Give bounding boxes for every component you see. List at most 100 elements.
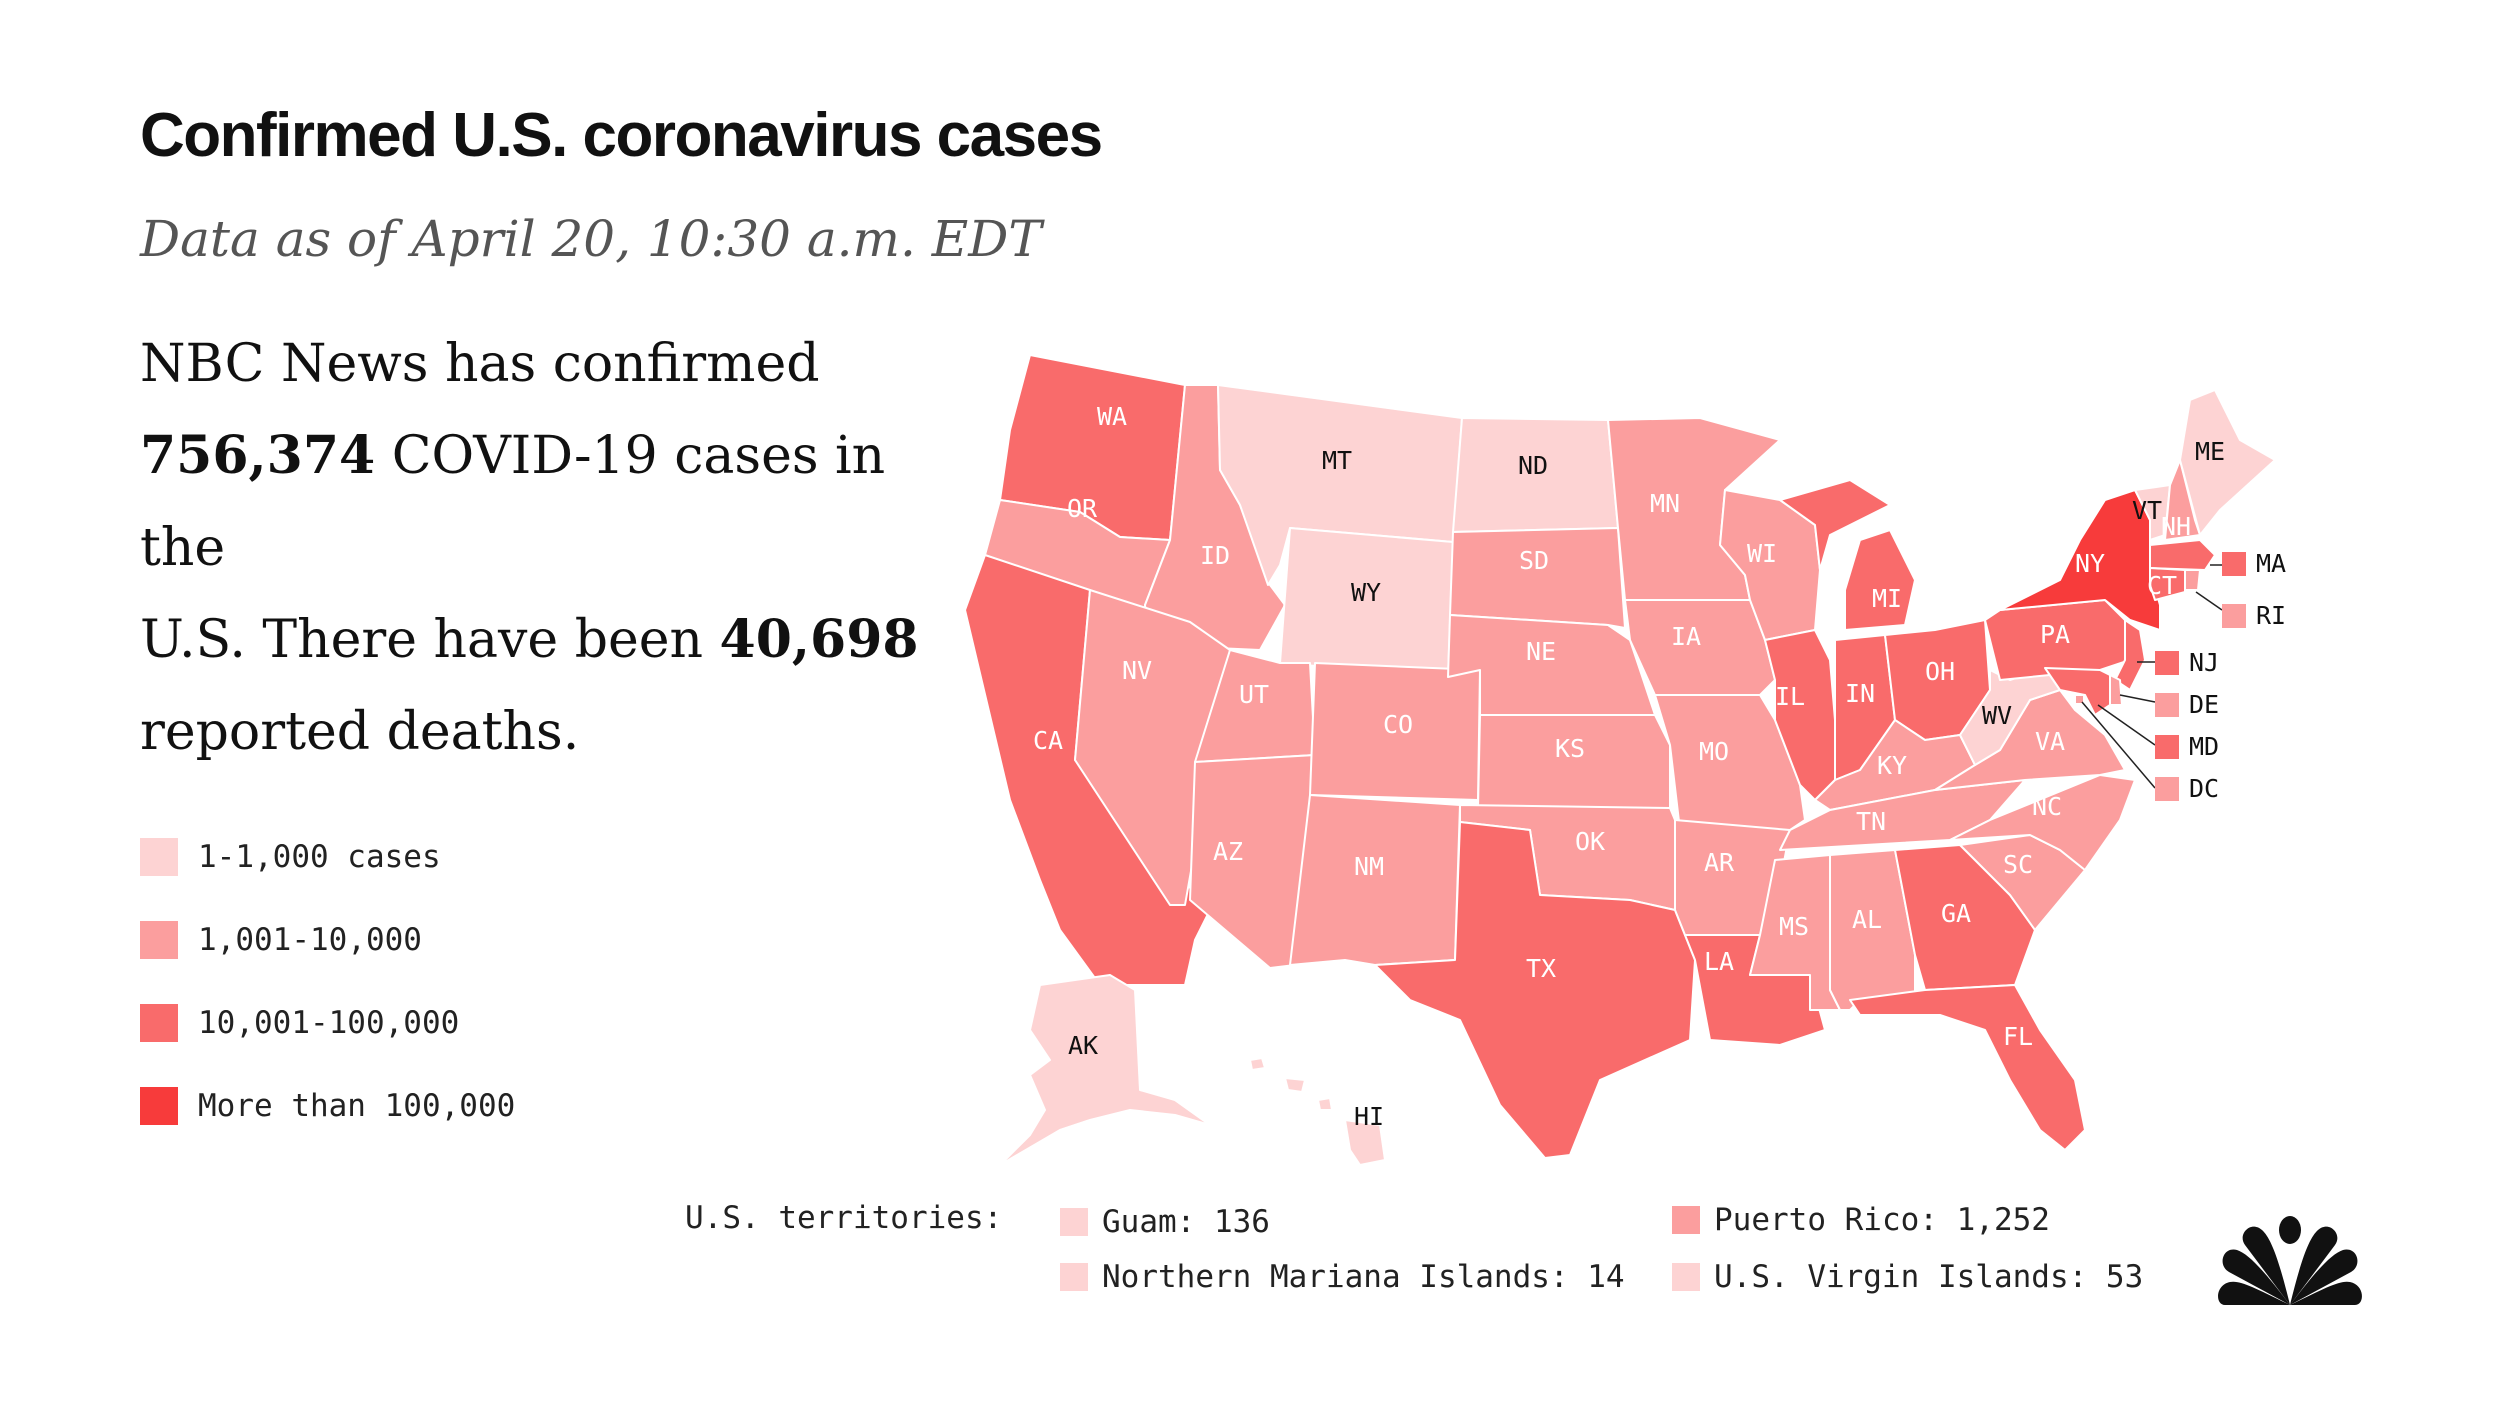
callout-label-DE: DE (2189, 690, 2219, 719)
state-label-TN: TN (1856, 807, 1886, 836)
deaths-count: 40,698 (719, 609, 919, 670)
legend-swatch (140, 837, 178, 876)
territory-item: Guam: 136 (1060, 1204, 1270, 1240)
legend-item: 1-1,000 cases (140, 815, 515, 898)
state-label-FL: FL (2003, 1022, 2033, 1051)
state-MI[interactable] (1779, 479, 1916, 631)
legend-item: 10,001-100,000 (140, 981, 515, 1064)
callout-label-NJ: NJ (2189, 648, 2219, 677)
state-label-NM: NM (1354, 852, 1384, 881)
territory-label: Puerto Rico: 1,252 (1714, 1202, 2050, 1238)
state-label-OK: OK (1575, 827, 1605, 856)
state-label-MO: MO (1699, 737, 1729, 766)
callout-lines (2081, 564, 2223, 789)
state-label-WY: WY (1351, 578, 1381, 607)
state-label-PA: PA (2040, 620, 2070, 649)
callout-swatch-MD (2155, 735, 2179, 759)
state-AK[interactable] (999, 974, 1211, 1166)
summary-text: NBC News has confirmed 756,374 COVID-19 … (140, 318, 940, 778)
legend-swatch (140, 1086, 178, 1125)
state-label-NE: NE (1526, 637, 1556, 666)
territory-label: U.S. Virgin Islands: 53 (1714, 1259, 2144, 1295)
state-RI[interactable] (2184, 569, 2201, 591)
callout-label-MA: MA (2256, 549, 2286, 578)
state-ME[interactable] (2179, 389, 2276, 536)
state-MA[interactable] (2149, 539, 2216, 571)
state-MD[interactable] (2044, 667, 2111, 716)
territory-swatch (1672, 1206, 1700, 1234)
state-label-VT: VT (2132, 496, 2162, 525)
callout-label-MD: MD (2189, 732, 2219, 761)
state-label-OR: OR (1067, 494, 1098, 523)
summary-line4: reported deaths. (140, 702, 580, 762)
legend-label: More than 100,000 (198, 1087, 516, 1124)
state-NV[interactable] (1074, 589, 1231, 906)
state-FL[interactable] (1849, 984, 2086, 1151)
state-label-SC: SC (2003, 850, 2033, 879)
state-label-CT: CT (2147, 571, 2177, 600)
callout-swatch-DC (2155, 777, 2179, 801)
callout-swatch-NJ (2155, 651, 2179, 675)
legend-swatch (140, 1003, 178, 1042)
state-HI[interactable] (1249, 1057, 1386, 1166)
chart-title: Confirmed U.S. coronavirus cases (140, 101, 1103, 170)
territory-swatch (1672, 1263, 1700, 1291)
state-label-AL: AL (1852, 905, 1882, 934)
state-label-CO: CO (1383, 710, 1413, 739)
state-MO[interactable] (1654, 694, 1806, 831)
callout-label-RI: RI (2256, 601, 2286, 630)
legend-swatch (140, 920, 178, 959)
state-KS[interactable] (1477, 714, 1671, 809)
callout-swatch-DE (2155, 693, 2179, 717)
state-label-LA: LA (1704, 947, 1734, 976)
state-label-AZ: AZ (1213, 837, 1243, 866)
state-label-MS: MS (1779, 912, 1809, 941)
state-label-WA: WA (1097, 402, 1127, 431)
state-label-IN: IN (1845, 679, 1875, 708)
state-label-TX: TX (1526, 954, 1556, 983)
territories-heading: U.S. territories: (685, 1200, 1003, 1236)
state-label-WV: WV (1982, 701, 2012, 730)
territory-swatch (1060, 1208, 1088, 1236)
state-TX[interactable] (1374, 821, 1696, 1159)
state-AZ[interactable] (1189, 754, 1316, 969)
state-label-CA: CA (1033, 726, 1063, 755)
legend-label: 1-1,000 cases (198, 838, 441, 875)
state-label-IA: IA (1671, 622, 1701, 651)
state-CT[interactable] (2149, 567, 2186, 601)
nbc-peacock-icon (2218, 1216, 2362, 1305)
state-NC[interactable] (1949, 774, 2136, 871)
state-label-MI: MI (1872, 584, 1902, 613)
legend-label: 10,001-100,000 (198, 1004, 460, 1041)
state-label-GA: GA (1941, 899, 1971, 928)
callout-swatch-MA (2222, 552, 2246, 576)
state-label-AR: AR (1704, 848, 1735, 877)
state-SD[interactable] (1449, 527, 1626, 629)
callout-label-DC: DC (2189, 774, 2219, 803)
state-label-UT: UT (1239, 680, 1269, 709)
territory-item: U.S. Virgin Islands: 53 (1672, 1259, 2143, 1295)
state-label-NY: NY (2075, 549, 2105, 578)
territory-swatch (1060, 1263, 1088, 1291)
state-label-IL: IL (1775, 682, 1805, 711)
state-label-VA: VA (2035, 727, 2065, 756)
state-label-ID: ID (1200, 541, 1230, 570)
state-label-OH: OH (1925, 657, 1955, 686)
territory-item: Northern Mariana Islands: 14 (1060, 1259, 1625, 1295)
state-VT[interactable] (2134, 484, 2171, 541)
summary-line3: U.S. There have been (140, 610, 720, 670)
summary-line2: COVID-19 cases in the (140, 426, 886, 578)
legend: 1-1,000 cases 1,001-10,000 10,001-100,00… (140, 815, 515, 1147)
state-label-WI: WI (1747, 539, 1777, 568)
state-label-SD: SD (1519, 546, 1549, 575)
state-label-AK: AK (1068, 1031, 1098, 1060)
state-label-KS: KS (1555, 734, 1585, 763)
state-label-HI: HI (1354, 1102, 1384, 1131)
state-labels: WA OR CA ID NV MT WY UT AZ CO NM ND SD N… (1033, 402, 2225, 1131)
state-label-ME: ME (2195, 437, 2225, 466)
state-NJ[interactable] (2114, 619, 2146, 691)
state-label-NC: NC (2032, 792, 2062, 821)
state-label-NH: NH (2161, 512, 2191, 541)
state-DE[interactable] (2109, 674, 2123, 706)
